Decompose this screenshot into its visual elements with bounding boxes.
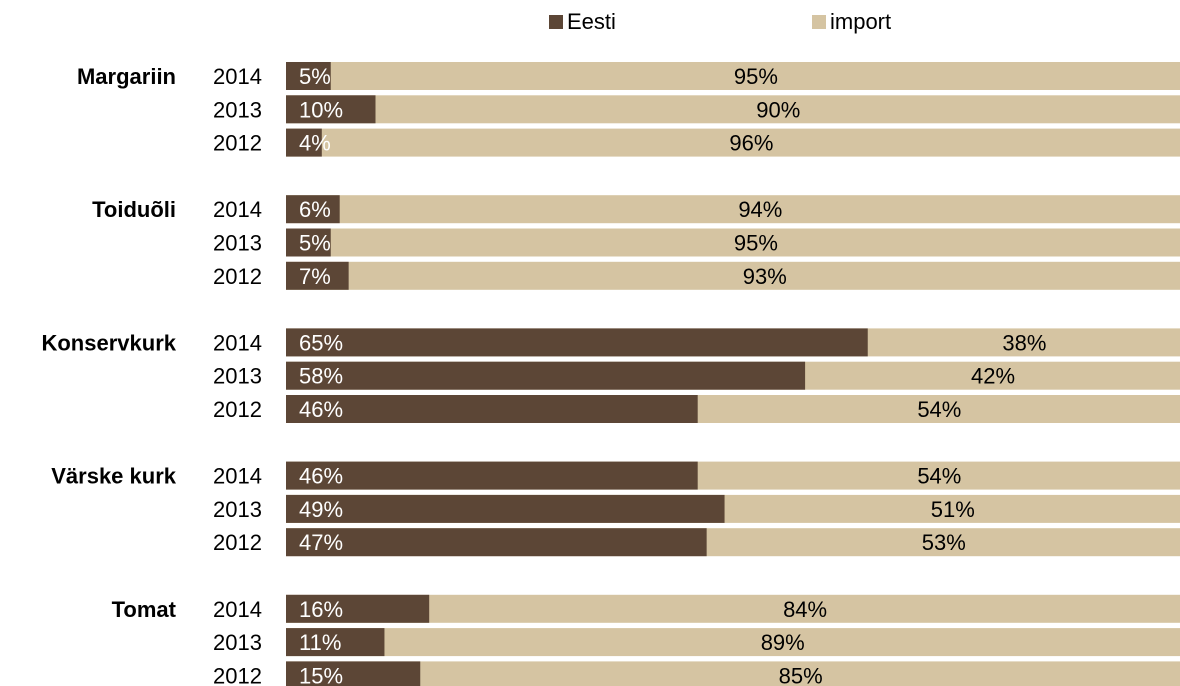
data-label-import: 96%	[729, 131, 773, 156]
year-label: 2012	[213, 397, 262, 422]
year-label: 2012	[213, 663, 262, 686]
bar-import	[286, 128, 1180, 157]
legend-swatch-eesti	[549, 15, 563, 29]
data-label-eesti: 11%	[299, 630, 341, 655]
legend: Eesti import	[549, 9, 891, 34]
data-label-import: 89%	[761, 630, 805, 655]
data-label-eesti: 16%	[299, 597, 343, 622]
data-label-eesti: 65%	[299, 330, 343, 355]
plot-area: Margariin 2014 5% 95% 2013 10% 90% 2012 4% 96% Toi…	[41, 62, 1180, 686]
data-label-import: 95%	[734, 64, 778, 89]
year-label: 2013	[213, 231, 262, 256]
year-label: 2012	[213, 264, 262, 289]
data-label-eesti: 46%	[299, 397, 343, 422]
group-label: Toiduõli	[92, 197, 176, 222]
year-label: 2013	[213, 497, 262, 522]
year-label: 2014	[213, 330, 262, 355]
data-label-eesti: 7%	[299, 264, 331, 289]
bar-import	[286, 62, 1180, 90]
data-label-import: 38%	[1002, 330, 1046, 355]
data-label-import: 54%	[917, 464, 961, 489]
data-label-eesti: 49%	[299, 497, 343, 522]
data-label-eesti: 47%	[299, 530, 343, 555]
data-label-import: 84%	[783, 597, 827, 622]
bar-eesti	[286, 62, 331, 90]
year-label: 2013	[213, 97, 262, 122]
data-label-eesti: 10%	[299, 97, 343, 122]
bar-import	[286, 261, 1180, 290]
bar-import	[286, 228, 1180, 257]
bar-eesti	[286, 494, 725, 523]
bar-eesti	[286, 461, 698, 490]
bar-eesti	[286, 528, 707, 557]
bar-eesti	[286, 328, 868, 357]
data-label-eesti: 6%	[299, 197, 331, 222]
data-label-eesti: 5%	[299, 231, 331, 256]
bar-import	[286, 628, 1180, 657]
bar-eesti	[286, 228, 331, 257]
bar-eesti	[286, 395, 698, 423]
data-label-import: 42%	[971, 364, 1015, 389]
bar-eesti	[286, 128, 322, 157]
bar-eesti	[286, 95, 376, 124]
legend-swatch-import	[812, 15, 826, 29]
group-label: Värske kurk	[51, 464, 177, 489]
data-label-eesti: 46%	[299, 464, 343, 489]
data-label-eesti: 5%	[299, 64, 331, 89]
data-label-eesti: 58%	[299, 364, 343, 389]
bar-eesti	[286, 594, 430, 623]
bar-import	[286, 594, 1180, 623]
bar-import	[286, 195, 1180, 224]
year-label: 2012	[213, 530, 262, 555]
data-label-import: 53%	[922, 530, 966, 555]
data-label-import: 90%	[756, 97, 800, 122]
data-label-import: 54%	[917, 397, 961, 422]
legend-label-import: import	[830, 9, 891, 34]
bar-eesti	[286, 628, 385, 657]
bar-import	[286, 661, 1180, 686]
bar-eesti	[286, 195, 340, 224]
data-label-import: 51%	[931, 497, 975, 522]
data-label-eesti: 4%	[299, 131, 331, 156]
year-label: 2014	[213, 464, 262, 489]
group-label: Margariin	[77, 64, 176, 89]
data-label-import: 93%	[743, 264, 787, 289]
year-label: 2013	[213, 630, 262, 655]
bar-eesti	[286, 661, 421, 686]
bar-eesti	[286, 361, 806, 390]
year-label: 2012	[213, 131, 262, 156]
year-label: 2013	[213, 364, 262, 389]
group-label: Konservkurk	[41, 330, 176, 355]
legend-label-eesti: Eesti	[567, 9, 616, 34]
data-label-eesti: 15%	[299, 663, 343, 686]
bar-eesti	[286, 261, 349, 290]
data-label-import: 95%	[734, 231, 778, 256]
data-label-import: 85%	[779, 663, 823, 686]
year-label: 2014	[213, 597, 262, 622]
data-label-import: 94%	[738, 197, 782, 222]
bar-import	[286, 95, 1180, 124]
year-label: 2014	[213, 64, 262, 89]
group-label: Tomat	[112, 597, 177, 622]
year-label: 2014	[213, 197, 262, 222]
